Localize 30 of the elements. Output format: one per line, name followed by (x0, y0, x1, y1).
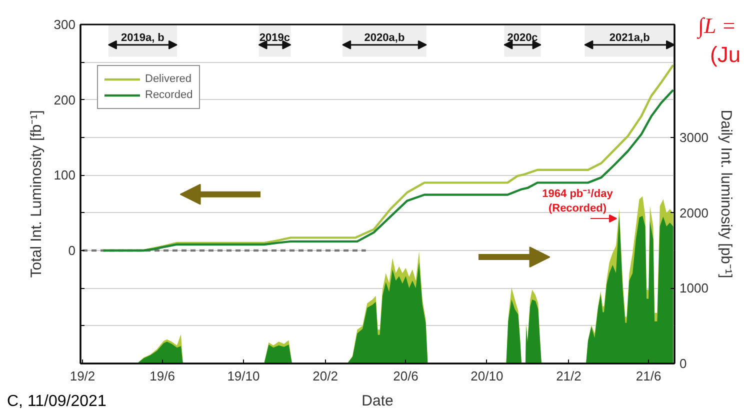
x-axis-title: Date (362, 392, 394, 410)
y-tick-label: 200 (54, 92, 76, 108)
y2-tick-label: 3000 (680, 130, 708, 145)
y2-tick-label: 2000 (680, 205, 708, 220)
x-tick-label: 20/10 (470, 368, 504, 384)
y-axis-title: Total Int. Luminosity [fb⁻¹] (28, 110, 45, 278)
text: C, 11/09/2021 (7, 393, 106, 412)
band-label: 2019a, b (120, 32, 165, 44)
y2-tick-label: 1000 (680, 280, 708, 296)
x-tick-label: 20/6 (393, 368, 418, 384)
y2-axis-title: Daily Int. luminosity [pb⁻¹] (717, 110, 734, 278)
y2-tick-label: 0 (680, 356, 687, 371)
annotation: 1964 pb⁻¹/day (Recorded) (542, 188, 614, 214)
band-label: 2020c (507, 32, 538, 44)
text: ∫L = (698, 13, 736, 38)
x-tick-label: 19/2 (70, 368, 96, 384)
legend-label: Recorded (145, 88, 193, 102)
y-tick-label: 0 (68, 243, 76, 258)
legend-label: Delivered (145, 72, 192, 86)
x-tick-label: 19/10 (227, 368, 260, 384)
band-label: 2020a,b (364, 32, 405, 44)
x-tick-label: 19/6 (150, 368, 175, 384)
text: (Ju (710, 42, 741, 68)
y-tick-label: 300 (54, 17, 76, 32)
y-tick-label: 100 (54, 168, 76, 183)
x-tick-label: 21/2 (556, 368, 582, 384)
band-label: 2019c (259, 32, 290, 44)
x-tick-label: 20/2 (312, 368, 338, 384)
x-tick-label: 21/6 (636, 368, 662, 384)
band-label: 2021a,b (609, 32, 650, 44)
